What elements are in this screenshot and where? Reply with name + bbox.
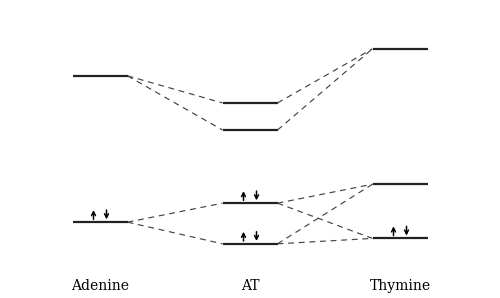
Text: Thymine: Thymine: [370, 279, 430, 293]
Text: Adenine: Adenine: [71, 279, 129, 293]
Text: AT: AT: [241, 279, 259, 293]
